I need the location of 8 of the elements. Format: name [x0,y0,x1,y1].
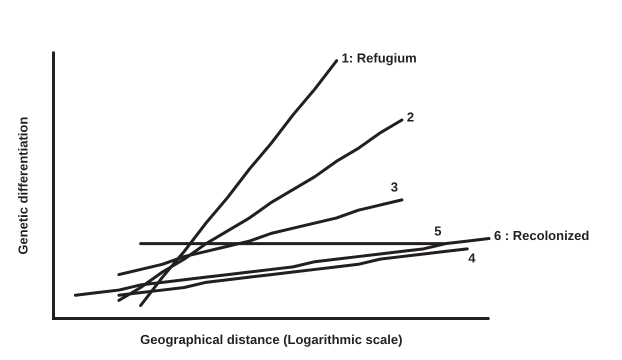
series-label: 4 [468,250,476,266]
series-label: 1: Refugium [342,50,417,66]
series-label: 2 [406,110,414,125]
series-label: 6 : Recolonized [494,228,590,244]
y-axis-title: Genetic differentiation [15,116,30,255]
series-label: 5 [434,223,442,238]
x-axis-title: Geographical distance (Logarithmic scale) [140,332,402,347]
series-label: 3 [390,179,398,194]
